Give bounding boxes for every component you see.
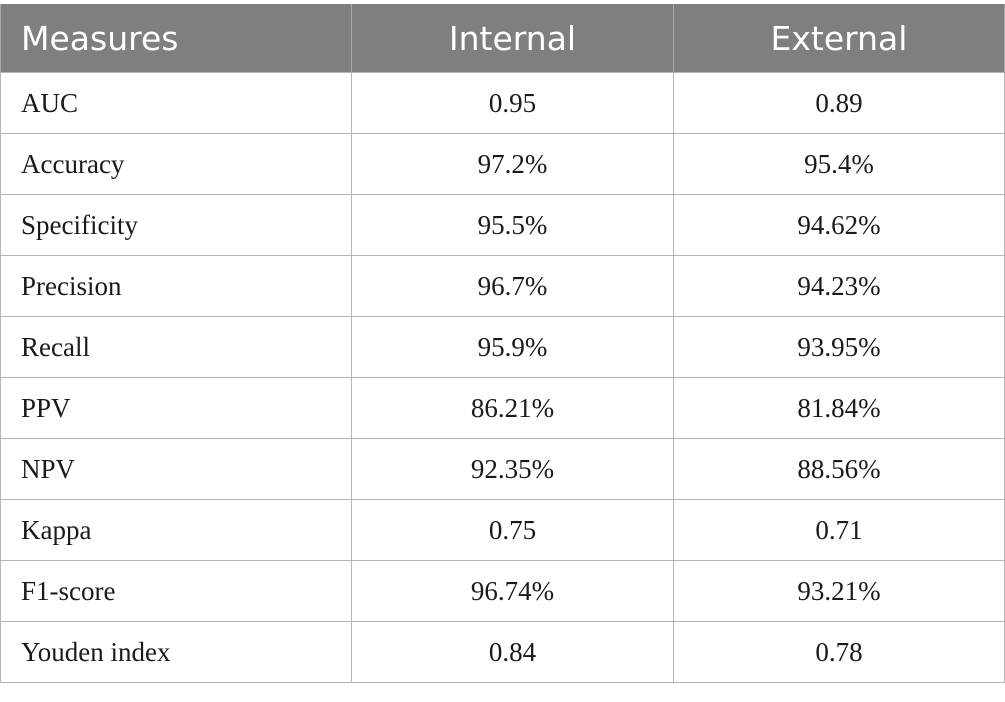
external-value-cell: 93.95%: [673, 316, 1005, 378]
table-body: AUC 0.95 0.89 Accuracy 97.2% 95.4% Speci…: [0, 72, 1005, 683]
external-value-cell: 94.23%: [673, 255, 1005, 317]
table-row: Youden index 0.84 0.78: [0, 621, 1005, 683]
internal-value-cell: 0.84: [351, 621, 674, 683]
header-row: Measures Internal External: [0, 4, 1005, 73]
measure-cell: Precision: [0, 255, 352, 317]
external-value-cell: 95.4%: [673, 133, 1005, 195]
header-internal: Internal: [351, 4, 674, 73]
external-value-cell: 93.21%: [673, 560, 1005, 622]
internal-value-cell: 95.9%: [351, 316, 674, 378]
measure-cell: Kappa: [0, 499, 352, 561]
header-external: External: [673, 4, 1005, 73]
measure-cell: Youden index: [0, 621, 352, 683]
measure-cell: PPV: [0, 377, 352, 439]
external-value-cell: 81.84%: [673, 377, 1005, 439]
table-row: Specificity 95.5% 94.62%: [0, 194, 1005, 256]
internal-value-cell: 86.21%: [351, 377, 674, 439]
measure-cell: Accuracy: [0, 133, 352, 195]
external-value-cell: 88.56%: [673, 438, 1005, 500]
table-row: Precision 96.7% 94.23%: [0, 255, 1005, 317]
internal-value-cell: 0.95: [351, 72, 674, 134]
measure-cell: Specificity: [0, 194, 352, 256]
table-row: Accuracy 97.2% 95.4%: [0, 133, 1005, 195]
table-row: PPV 86.21% 81.84%: [0, 377, 1005, 439]
table-row: NPV 92.35% 88.56%: [0, 438, 1005, 500]
table-header: Measures Internal External: [0, 4, 1005, 73]
internal-value-cell: 97.2%: [351, 133, 674, 195]
table-row: Kappa 0.75 0.71: [0, 499, 1005, 561]
metrics-table: Measures Internal External AUC 0.95 0.89…: [0, 4, 1005, 683]
measure-cell: F1-score: [0, 560, 352, 622]
external-value-cell: 94.62%: [673, 194, 1005, 256]
internal-value-cell: 92.35%: [351, 438, 674, 500]
internal-value-cell: 96.7%: [351, 255, 674, 317]
external-value-cell: 0.78: [673, 621, 1005, 683]
measure-cell: NPV: [0, 438, 352, 500]
internal-value-cell: 95.5%: [351, 194, 674, 256]
header-measures: Measures: [0, 4, 352, 73]
internal-value-cell: 0.75: [351, 499, 674, 561]
table-row: F1-score 96.74% 93.21%: [0, 560, 1005, 622]
internal-value-cell: 96.74%: [351, 560, 674, 622]
table-row: Recall 95.9% 93.95%: [0, 316, 1005, 378]
external-value-cell: 0.71: [673, 499, 1005, 561]
measure-cell: AUC: [0, 72, 352, 134]
external-value-cell: 0.89: [673, 72, 1005, 134]
measure-cell: Recall: [0, 316, 352, 378]
table-row: AUC 0.95 0.89: [0, 72, 1005, 134]
